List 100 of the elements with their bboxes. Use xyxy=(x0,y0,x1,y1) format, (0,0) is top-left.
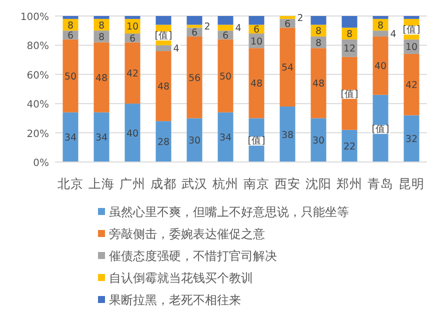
data-label: 4 xyxy=(235,23,242,34)
bar xyxy=(310,118,326,162)
data-label: 8 xyxy=(98,20,105,32)
x-tick-label: 南京 xyxy=(244,176,270,191)
bar xyxy=(280,28,296,107)
bar xyxy=(62,112,78,162)
data-label: 4 xyxy=(173,44,180,55)
y-tick-label: 40% xyxy=(26,100,49,111)
y-tick-label: 20% xyxy=(26,128,49,140)
data-label: 42 xyxy=(126,68,139,80)
data-label: 28 xyxy=(157,137,170,148)
bar xyxy=(218,24,234,31)
bar xyxy=(280,16,296,19)
bar xyxy=(404,115,420,162)
data-label: 30 xyxy=(312,136,325,147)
x-tick-label: 青岛 xyxy=(368,176,394,191)
x-tick-label: 西安 xyxy=(274,176,300,191)
data-label: 8 xyxy=(67,20,74,32)
x-tick-label: 成都 xyxy=(150,176,176,191)
y-tick-label: 0% xyxy=(33,158,49,169)
bar xyxy=(280,106,296,162)
bar xyxy=(156,121,172,162)
x-tick-label: 上海 xyxy=(88,176,114,191)
data-label: 6 xyxy=(222,30,229,42)
data-label: 48 xyxy=(95,72,108,84)
bar xyxy=(186,118,202,162)
data-label: 48 xyxy=(157,82,170,93)
data-label: 48 xyxy=(250,78,263,90)
bar xyxy=(94,42,110,112)
data-label: 2 xyxy=(204,22,210,33)
bar xyxy=(156,45,172,52)
data-label: 6 xyxy=(284,18,291,30)
data-label: 10 xyxy=(405,42,418,54)
bar xyxy=(372,36,388,95)
data-label: 50 xyxy=(219,71,232,82)
bar xyxy=(310,48,326,118)
data-label: 54 xyxy=(281,62,294,74)
legend-label: 催债态度强硬，不惜打官司解决 xyxy=(109,249,277,263)
legend-label: 自认倒霉就当花钱买个教训 xyxy=(109,271,253,285)
x-tick-label: 沈阳 xyxy=(306,176,332,191)
legend-label: 旁敲侧击，委婉表达催促之意 xyxy=(109,227,265,241)
data-label: 8 xyxy=(346,29,353,40)
bar xyxy=(186,16,202,25)
data-label: [值] xyxy=(248,136,266,147)
bar xyxy=(372,30,388,36)
bar xyxy=(404,54,420,116)
data-label: 40 xyxy=(374,61,387,72)
data-label: [值] xyxy=(372,124,390,135)
data-label: 42 xyxy=(405,80,418,92)
bar xyxy=(342,130,358,162)
data-label: 50 xyxy=(64,71,77,82)
data-label: 48 xyxy=(312,78,325,90)
bar xyxy=(124,42,140,104)
data-label: 34 xyxy=(64,132,77,144)
bar xyxy=(124,16,140,19)
bar xyxy=(310,16,326,25)
data-label: 56 xyxy=(188,72,201,84)
data-label: [值] xyxy=(340,88,358,100)
y-tick-label: 60% xyxy=(26,70,49,82)
data-label: 8 xyxy=(315,38,322,49)
data-label: 22 xyxy=(343,141,356,152)
bar xyxy=(218,16,234,25)
x-tick-label: 北京 xyxy=(58,176,84,191)
bar xyxy=(372,16,388,19)
bar xyxy=(404,16,420,19)
data-label: 6 xyxy=(253,24,260,36)
data-label: 34 xyxy=(219,132,232,144)
x-tick-label: 广州 xyxy=(120,176,146,191)
bar xyxy=(248,16,264,25)
data-label: 32 xyxy=(405,134,418,146)
data-label: 6 xyxy=(129,33,136,44)
data-label: 10 xyxy=(250,36,263,48)
data-label: 38 xyxy=(281,130,294,141)
data-label: 10 xyxy=(126,22,139,33)
bar xyxy=(218,112,234,162)
x-tick-label: 武汉 xyxy=(182,176,208,191)
legend-label: 虽然心里不爽，但嘴上不好意思说，只能坐等 xyxy=(109,205,349,219)
bar xyxy=(62,16,78,19)
x-tick-label: 郑州 xyxy=(336,176,362,191)
data-label: 12 xyxy=(343,44,356,55)
data-label: 2 xyxy=(297,12,304,24)
bar xyxy=(156,16,172,25)
data-label: 6 xyxy=(191,28,198,39)
bar xyxy=(218,39,234,112)
bar xyxy=(124,104,140,162)
bar xyxy=(62,39,78,112)
data-label: 4 xyxy=(390,29,396,40)
bar xyxy=(156,51,172,122)
x-tick-label: 昆明 xyxy=(398,176,424,191)
bar xyxy=(342,16,358,28)
data-label: 6 xyxy=(67,30,74,42)
data-label: 8 xyxy=(315,26,322,38)
bar xyxy=(248,48,264,118)
bar xyxy=(94,16,110,19)
bar xyxy=(186,36,202,118)
data-label: [值] xyxy=(154,30,172,42)
legend-label: 果断拉黑，老死不相往来 xyxy=(109,293,241,307)
x-tick-label: 杭州 xyxy=(212,176,238,191)
data-label: 34 xyxy=(95,132,108,144)
data-label: 30 xyxy=(188,136,201,147)
